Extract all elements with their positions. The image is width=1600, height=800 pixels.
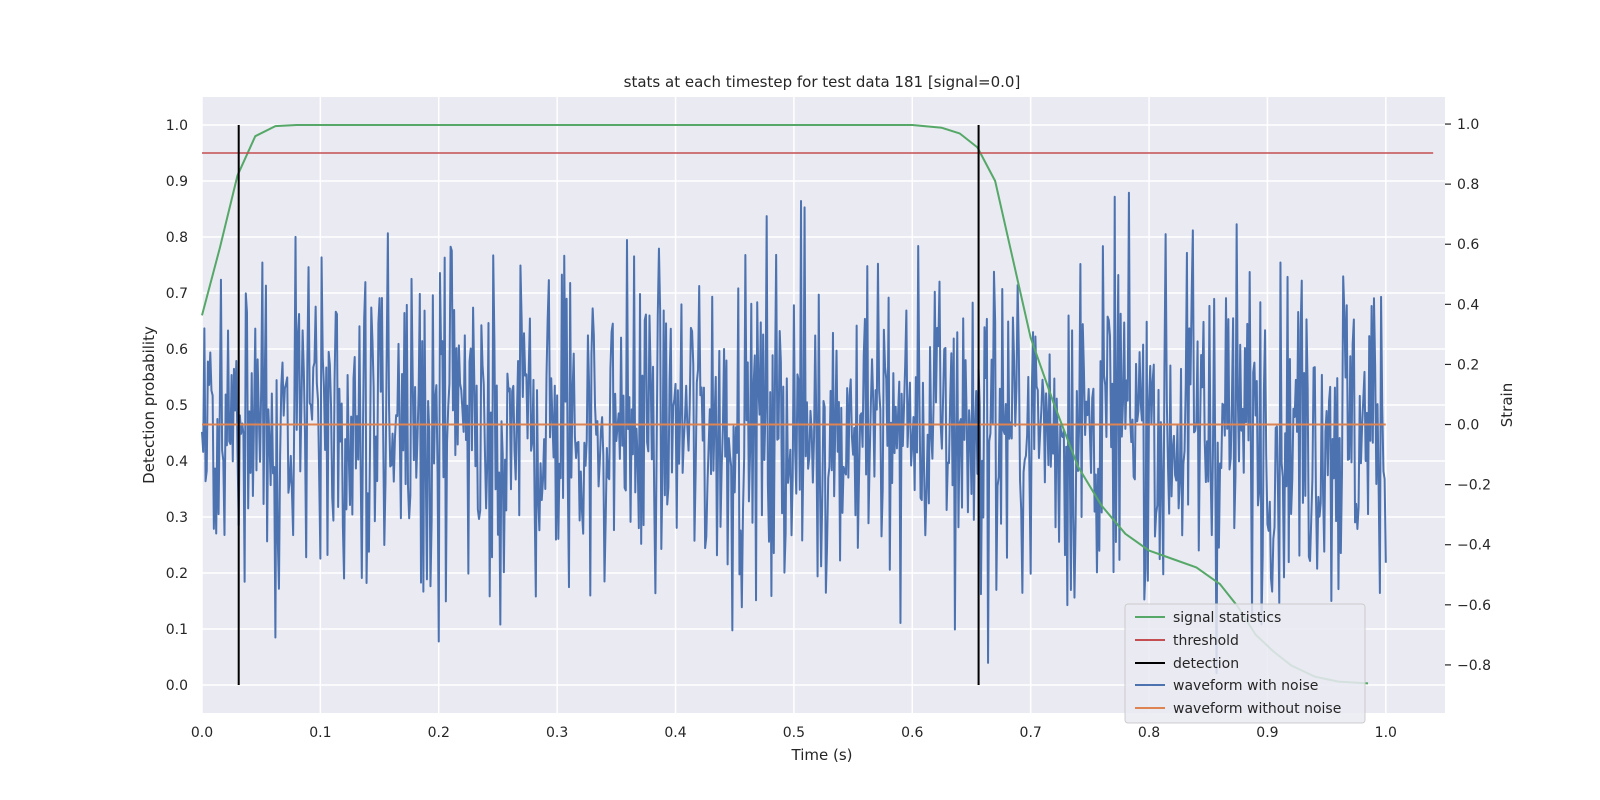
y-left-tick-label: 0.3: [166, 510, 188, 526]
y-left-tick-label: 0.7: [166, 286, 188, 302]
y-right-axis-label: Strain: [1498, 383, 1516, 427]
y-left-tick-label: 0.8: [166, 230, 188, 246]
legend-item-detection: detection: [1135, 656, 1239, 672]
waveform-with-noise-line: [201, 191, 1387, 675]
y-left-axis-ticks: 0.0 0.1 0.2 0.3 0.4 0.5 0.6 0.7 0.8 0.9 1.0: [166, 118, 188, 694]
x-tick-label: 0.3: [546, 725, 568, 741]
legend-label-detection: detection: [1173, 656, 1239, 672]
y-right-tick-label: 0.4: [1457, 297, 1479, 313]
legend-item-threshold: threshold: [1135, 633, 1239, 649]
x-tick-label: 0.5: [783, 725, 805, 741]
x-tick-label: 0.4: [664, 725, 686, 741]
legend: signal statistics threshold detection wa…: [1124, 603, 1366, 724]
legend-box: [1124, 603, 1366, 724]
legend-item-waveform-without-noise: waveform without noise: [1135, 701, 1341, 717]
legend-label-signal-statistics: signal statistics: [1173, 610, 1281, 626]
x-tick-label: 0.2: [428, 725, 450, 741]
y-right-tick-label: −0.8: [1457, 658, 1491, 674]
y-left-axis-label: Detection probability: [140, 326, 158, 484]
y-right-tick-label: 1.0: [1457, 117, 1479, 133]
y-right-tick-label: −0.6: [1457, 598, 1491, 614]
y-right-tick-label: 0.8: [1457, 177, 1479, 193]
x-tick-label: 0.1: [309, 725, 331, 741]
legend-item-signal-statistics: signal statistics: [1135, 610, 1281, 626]
x-axis-ticks: 0.0 0.1 0.2 0.3 0.4 0.5 0.6 0.7 0.8 0.9 1.0: [191, 725, 1397, 741]
x-tick-label: 0.7: [1020, 725, 1042, 741]
x-tick-label: 0.8: [1138, 725, 1160, 741]
y-left-tick-label: 1.0: [166, 118, 188, 134]
legend-label-waveform-with-noise: waveform with noise: [1173, 678, 1318, 694]
y-left-tick-label: 0.6: [166, 342, 188, 358]
chart-title: stats at each timestep for test data 181…: [624, 73, 1021, 91]
y-right-tick-label: 0.2: [1457, 357, 1479, 373]
legend-item-waveform-with-noise: waveform with noise: [1135, 678, 1318, 694]
x-tick-label: 1.0: [1375, 725, 1397, 741]
y-right-tick-label: −0.2: [1457, 478, 1491, 494]
detection-lines: [237, 125, 980, 685]
x-axis-label: Time (s): [791, 746, 853, 764]
y-right-tick-label: −0.4: [1457, 538, 1491, 554]
x-tick-label: 0.9: [1256, 725, 1278, 741]
y-left-tick-label: 0.4: [166, 454, 188, 470]
x-tick-label: 0.0: [191, 725, 213, 741]
y-right-tick-label: 0.0: [1457, 418, 1479, 434]
y-right-axis-ticks: −0.8 −0.6 −0.4 −0.2 0.0 0.2 0.4 0.6 0.8 1.0: [1445, 117, 1491, 674]
y-left-tick-label: 0.0: [166, 678, 188, 694]
legend-label-threshold: threshold: [1173, 633, 1239, 649]
y-right-tick-label: 0.6: [1457, 237, 1479, 253]
legend-label-waveform-without-noise: waveform without noise: [1173, 701, 1341, 717]
x-tick-label: 0.6: [901, 725, 923, 741]
y-left-tick-label: 0.9: [166, 174, 188, 190]
y-left-tick-label: 0.2: [166, 566, 188, 582]
y-left-tick-label: 0.5: [166, 398, 188, 414]
y-left-tick-label: 0.1: [166, 622, 188, 638]
